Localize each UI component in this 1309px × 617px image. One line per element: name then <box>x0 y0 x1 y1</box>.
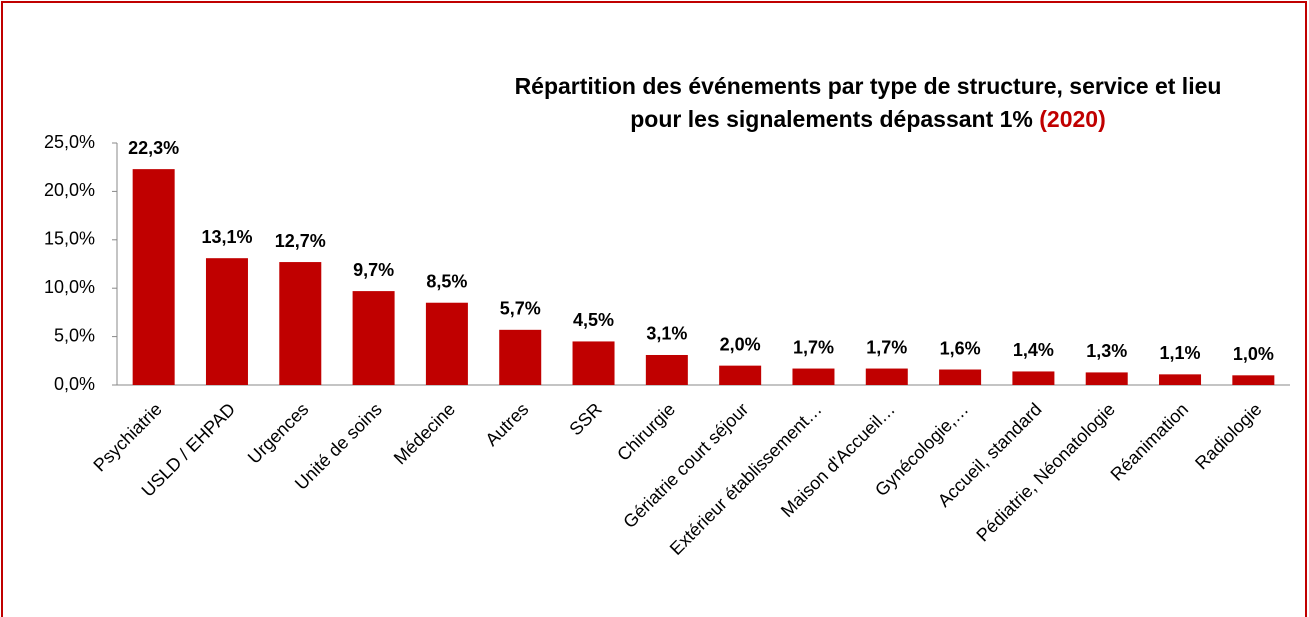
data-label: 1,0% <box>1233 344 1274 364</box>
y-tick-label: 0,0% <box>54 374 95 394</box>
data-label: 9,7% <box>353 260 394 280</box>
x-tick-label: Gériatrie court séjour <box>619 399 752 532</box>
chart-title: Répartition des événements par type de s… <box>515 73 1222 99</box>
x-tick-label: Pédiatrie, Néonatologie <box>972 399 1118 545</box>
x-tick-label: Extérieur établissement… <box>666 399 826 559</box>
data-label: 12,7% <box>275 231 326 251</box>
x-tick-label: Réanimation <box>1107 399 1193 485</box>
y-tick-label: 15,0% <box>44 229 95 249</box>
data-label: 8,5% <box>426 271 467 291</box>
bar <box>1085 372 1128 385</box>
chart-title-year: (2020) <box>1039 106 1105 132</box>
bar <box>719 365 762 385</box>
bar <box>1159 374 1202 385</box>
x-tick-label: Médecine <box>390 399 459 468</box>
bar <box>279 262 322 385</box>
y-tick-label: 25,0% <box>44 132 95 152</box>
x-tick-label: Urgences <box>244 399 313 468</box>
data-label: 1,7% <box>793 337 834 357</box>
bar <box>1012 371 1055 385</box>
bar <box>425 302 468 385</box>
x-tick-label: SSR <box>565 399 605 439</box>
bar <box>205 258 248 385</box>
bar <box>792 368 835 385</box>
chart-title-line: pour les signalements dépassant 1% <box>630 106 1033 132</box>
data-label: 1,3% <box>1086 341 1127 361</box>
chart-title: pour les signalements dépassant 1% (2020… <box>630 106 1106 132</box>
y-tick-label: 5,0% <box>54 325 95 345</box>
x-tick-label: Radiologie <box>1191 399 1265 473</box>
y-tick-label: 20,0% <box>44 180 95 200</box>
y-tick-label: 10,0% <box>44 277 95 297</box>
bar <box>645 354 688 385</box>
data-label: 2,0% <box>720 334 761 354</box>
data-label: 1,7% <box>866 337 907 357</box>
data-label: 1,1% <box>1160 343 1201 363</box>
bar <box>1232 375 1275 385</box>
bar <box>352 291 395 385</box>
bar <box>865 368 908 385</box>
bar <box>499 329 542 385</box>
data-label: 22,3% <box>128 138 179 158</box>
bar <box>132 169 175 385</box>
data-label: 1,6% <box>940 338 981 358</box>
data-label: 5,7% <box>500 299 541 319</box>
x-tick-label: Chirurgie <box>613 399 679 465</box>
data-label: 13,1% <box>201 227 252 247</box>
x-tick-label: Psychiatrie <box>89 399 165 475</box>
data-label: 1,4% <box>1013 340 1054 360</box>
bar <box>572 341 615 385</box>
x-tick-label: Autres <box>481 399 532 450</box>
data-label: 3,1% <box>646 324 687 344</box>
data-label: 4,5% <box>573 310 614 330</box>
bar <box>939 369 982 385</box>
